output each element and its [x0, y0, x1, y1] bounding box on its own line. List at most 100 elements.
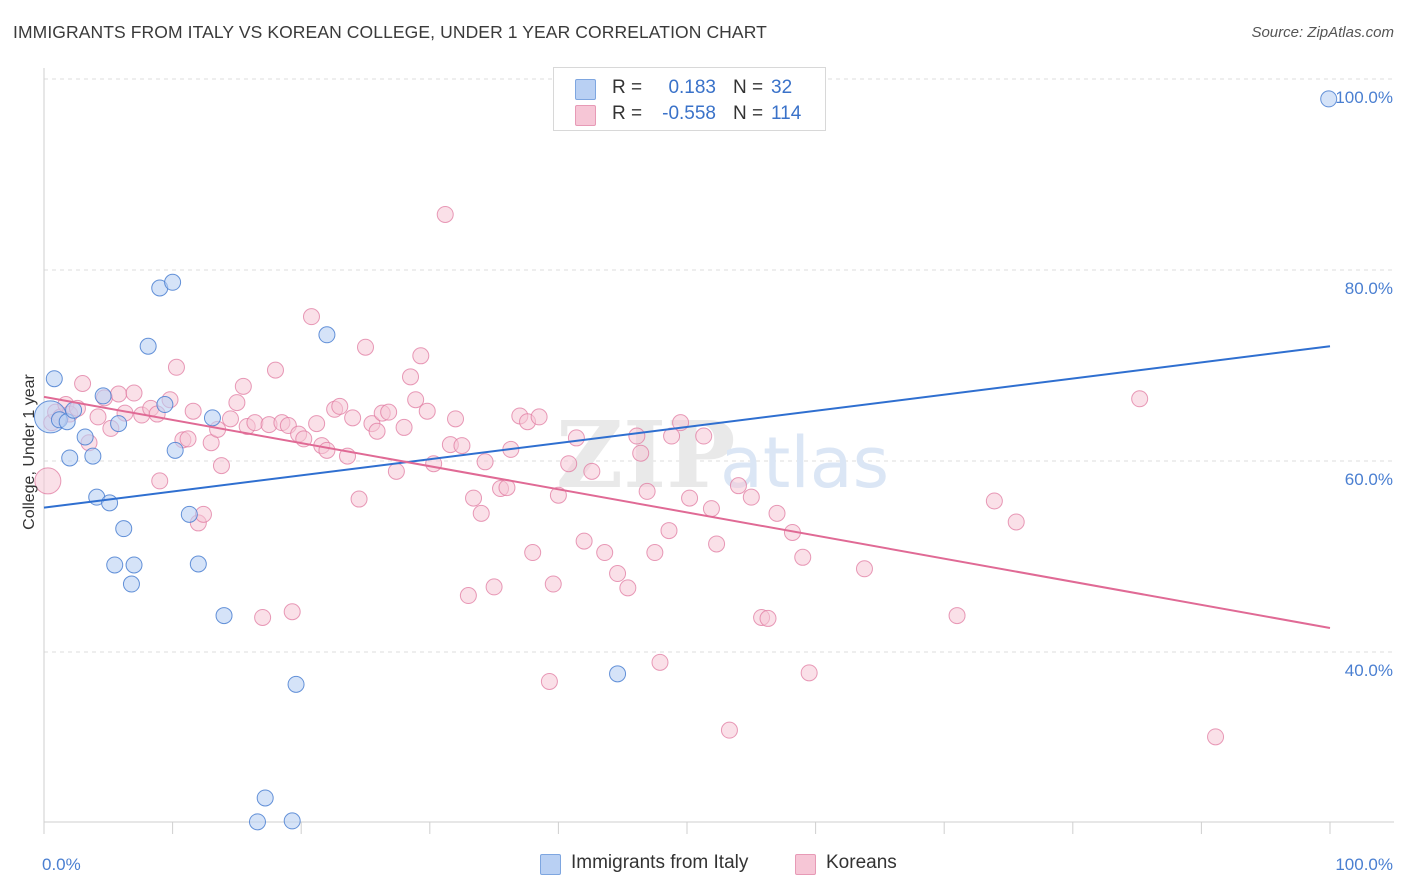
korean-point — [453, 437, 471, 455]
trendlines — [43, 345, 1331, 629]
korean-point — [234, 377, 252, 395]
italy-point — [287, 675, 305, 693]
korean-point — [402, 368, 420, 386]
korean-point — [194, 505, 212, 523]
korean-point — [948, 607, 966, 625]
legend-r-value: 0.183 — [668, 77, 716, 98]
y-tick-label: 100.0% — [1335, 88, 1393, 107]
korean-point — [638, 482, 656, 500]
korean-point — [228, 394, 246, 412]
bottom-legend-label-koreans: Koreans — [826, 852, 897, 873]
italy-point — [164, 273, 182, 291]
korean-point — [447, 410, 465, 428]
legend-swatch-pink — [575, 105, 596, 126]
italy-point — [609, 665, 627, 683]
korean-point — [302, 308, 320, 326]
korean-point — [632, 444, 650, 462]
korean-point — [1207, 728, 1225, 746]
korean-point — [702, 500, 720, 518]
italy-point — [283, 812, 301, 830]
korean-point — [407, 391, 425, 409]
korean-point — [395, 418, 413, 436]
italy-point — [256, 789, 274, 807]
korean-point — [681, 489, 699, 507]
korean-point — [560, 455, 578, 473]
korean-point — [800, 664, 818, 682]
italy-point — [45, 370, 63, 388]
korean-point — [540, 672, 558, 690]
legend-n-value: 32 — [771, 77, 793, 98]
italy-point — [101, 494, 119, 512]
korean-point — [742, 488, 760, 506]
korean-point — [266, 361, 284, 379]
italy-trendline — [43, 345, 1331, 509]
korean-point — [619, 579, 637, 597]
korean-point — [855, 560, 873, 578]
korean-point — [575, 532, 593, 550]
y-tick-label: 60.0% — [1345, 470, 1393, 489]
korean-point — [476, 453, 494, 471]
korean-point — [436, 205, 454, 223]
italy-point — [318, 326, 336, 344]
korean-point — [89, 408, 107, 426]
korean-point — [660, 522, 678, 540]
koreans-points — [34, 205, 1225, 746]
legend-r-label: R = — [612, 103, 643, 124]
x-tick-label: 0.0% — [42, 855, 81, 874]
korean-point — [179, 430, 197, 448]
korean-point — [646, 544, 664, 562]
italy-point — [189, 555, 207, 573]
korean-point — [221, 410, 239, 428]
korean-point — [308, 415, 326, 433]
italy-point — [94, 387, 112, 405]
gridlines — [44, 78, 1394, 653]
korean-point — [485, 578, 503, 596]
legend-row-koreans: R = -0.558 N = 114 — [554, 102, 825, 128]
korean-point — [125, 384, 143, 402]
korean-point — [246, 414, 264, 432]
bottom-legend-label-italy: Immigrants from Italy — [571, 852, 749, 873]
y-axis-label: College, Under 1 year — [21, 374, 38, 530]
tick-labels: 40.0% 60.0% 80.0% 100.0% 0.0% 100.0% — [42, 88, 1393, 874]
italy-point — [115, 520, 133, 538]
italy-point — [139, 337, 157, 355]
italy-point — [122, 575, 140, 593]
korean-point — [1007, 513, 1025, 531]
korean-point — [254, 608, 272, 626]
korean-point — [759, 609, 777, 627]
korean-point — [768, 504, 786, 522]
italy-point — [156, 396, 174, 414]
legend-n-label: N = — [733, 103, 764, 124]
stats-legend: R = 0.183 N = 32 R = -0.558 N = 114 — [553, 67, 826, 131]
korean-point — [695, 427, 713, 445]
legend-swatch-blue — [575, 79, 596, 100]
korean-point — [74, 375, 92, 392]
korean-point — [567, 429, 585, 447]
korean-point — [167, 358, 185, 376]
italy-point — [65, 401, 83, 419]
korean-point — [549, 486, 567, 504]
korean-point — [368, 422, 386, 440]
italy-point — [1320, 90, 1338, 108]
italy-point — [215, 607, 233, 625]
korean-point — [985, 492, 1003, 510]
korean-point — [651, 653, 669, 671]
korean-point — [184, 402, 202, 420]
korean-point — [720, 721, 738, 739]
korean-point — [729, 477, 747, 495]
italy-point — [166, 441, 184, 459]
y-tick-label: 80.0% — [1345, 279, 1393, 298]
korean-point — [151, 472, 169, 490]
korean-point — [418, 402, 436, 420]
italy-point — [248, 813, 266, 831]
korean-point — [283, 603, 301, 621]
legend-n-label: N = — [733, 77, 764, 98]
korean-point — [344, 409, 362, 427]
italy-point — [61, 449, 79, 467]
korean-point — [212, 457, 230, 475]
korean-point — [524, 544, 542, 562]
italy-point — [180, 505, 198, 523]
korean-point — [708, 535, 726, 553]
korean-point — [331, 397, 349, 415]
